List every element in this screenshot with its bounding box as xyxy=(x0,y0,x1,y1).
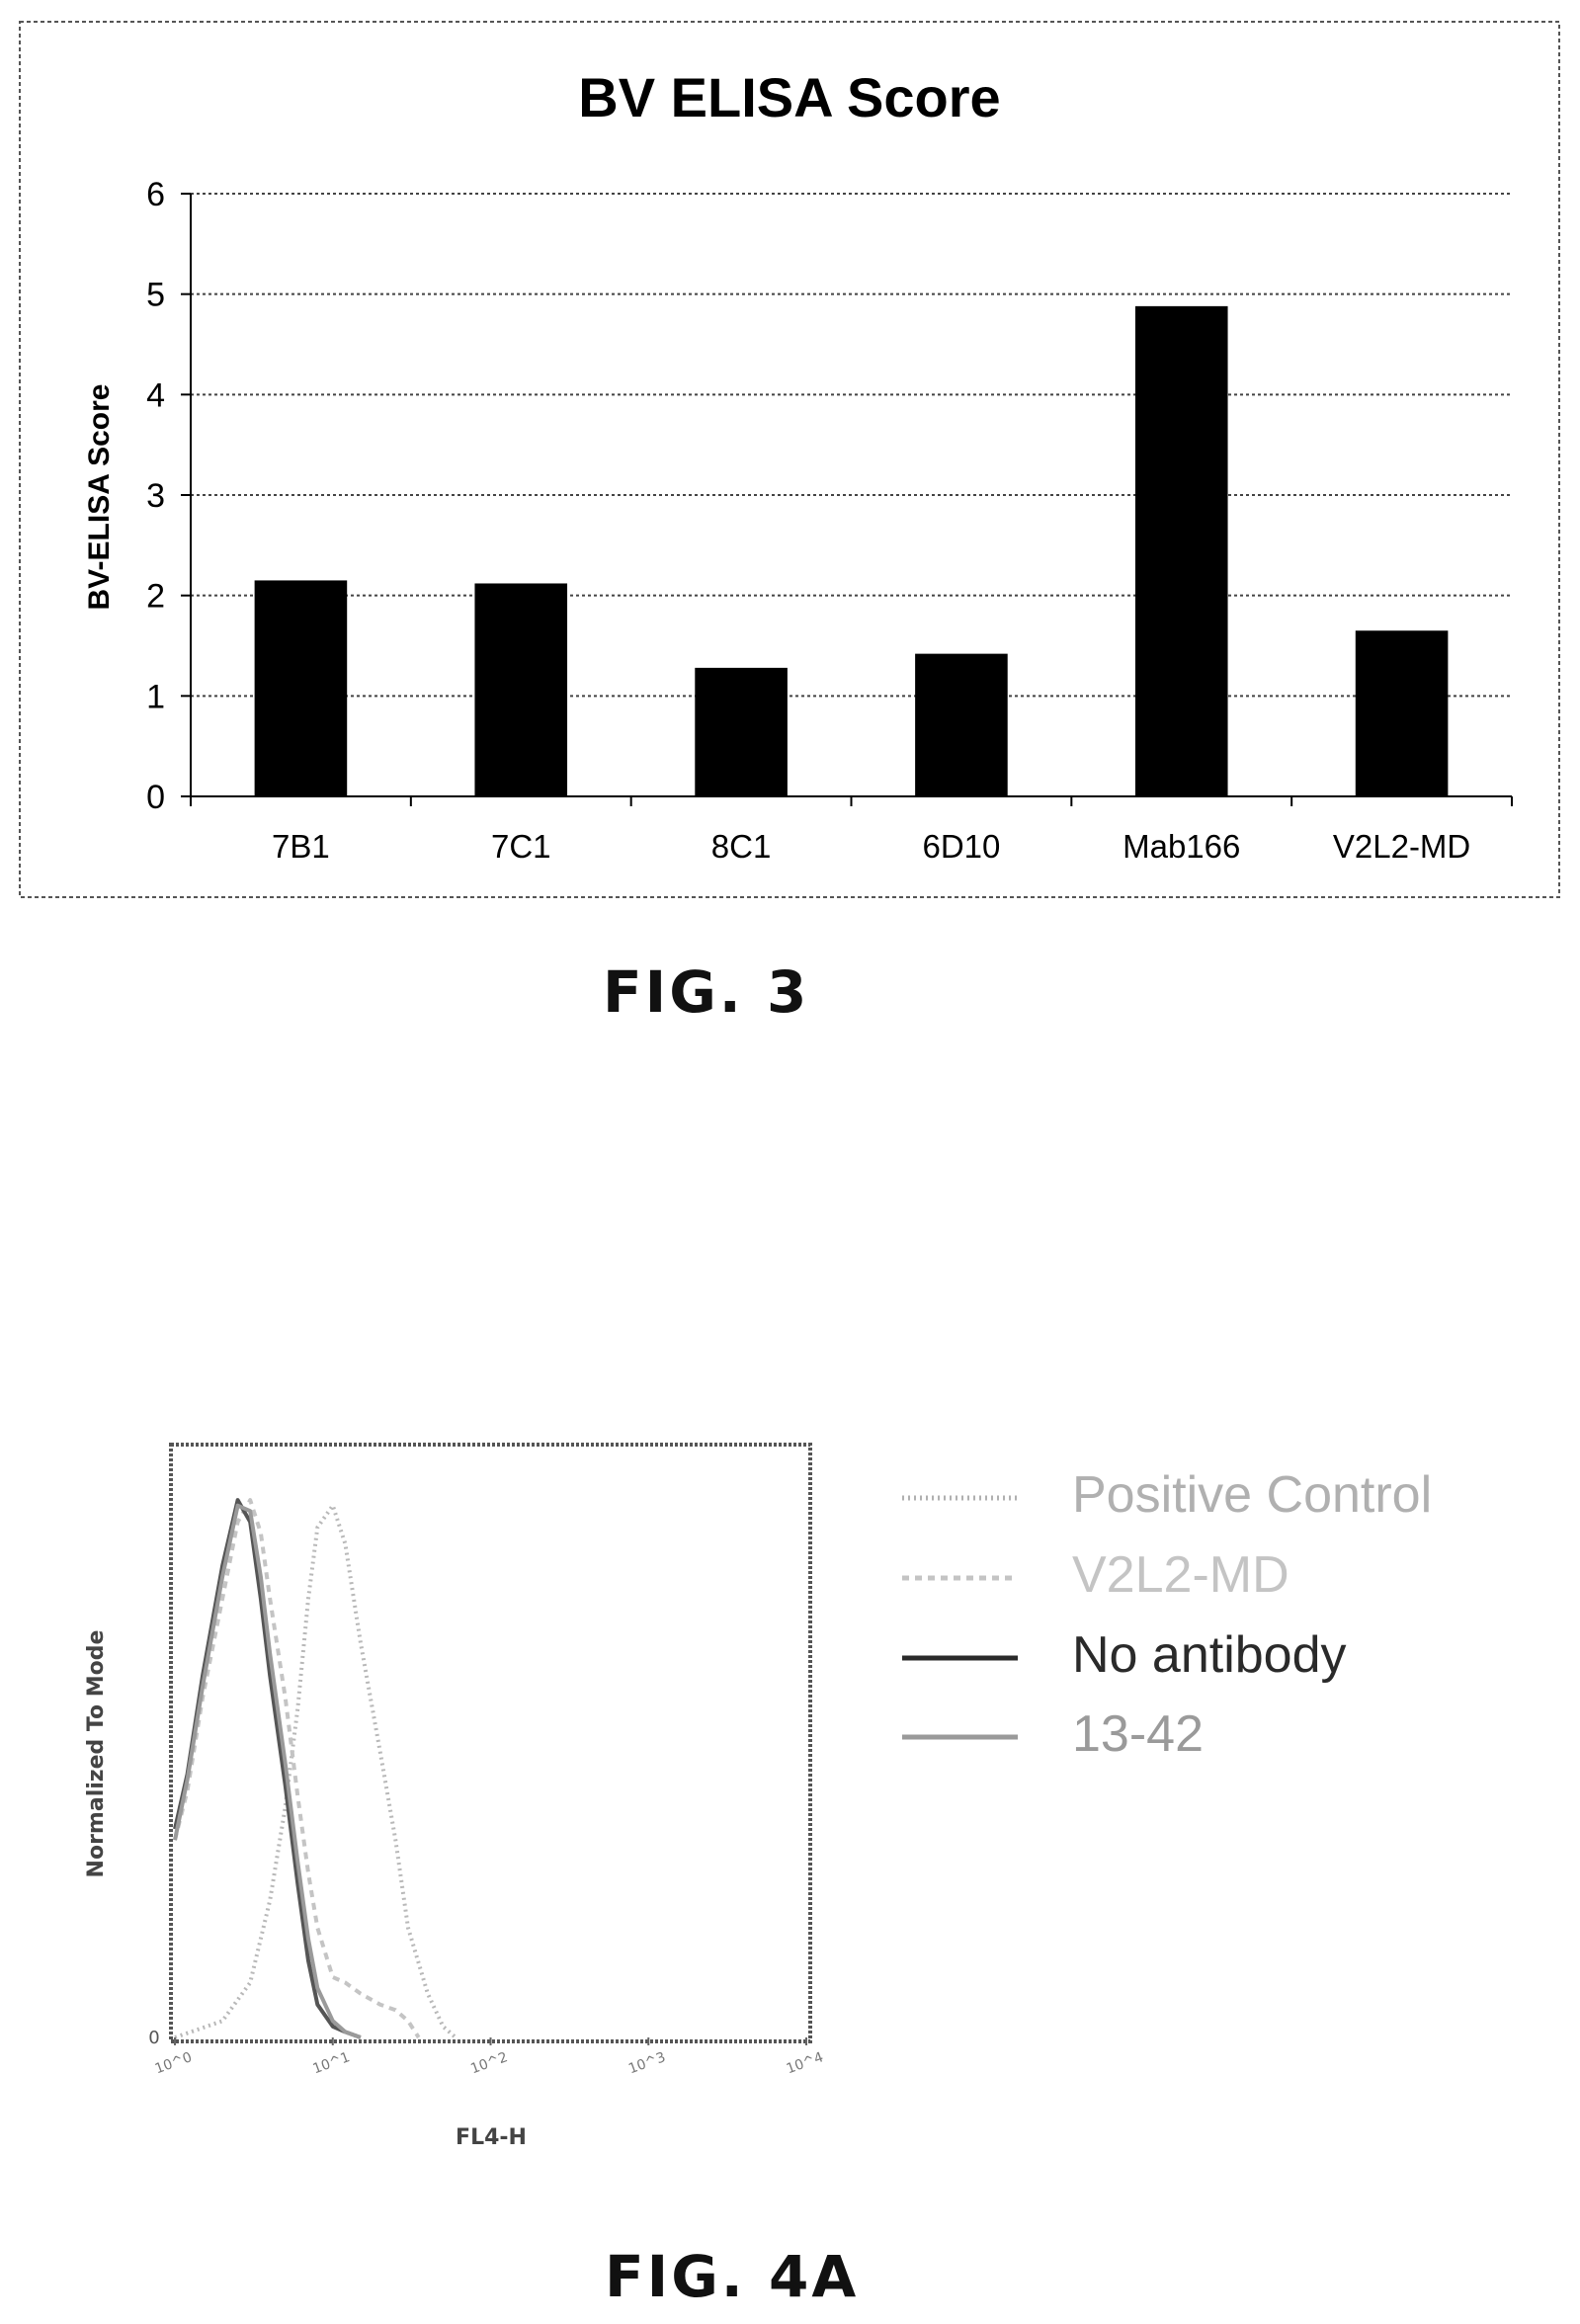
fig4a-y-axis-label: Normalized To Mode xyxy=(84,1630,109,1878)
fig3-x-ticks: 7B1 7C1 8C1 6D10 Mab166 V2L2-MD xyxy=(190,796,1513,865)
fig4a-series-no-antibody xyxy=(173,1498,362,2039)
fig3-caption: FIG. 3 xyxy=(603,958,810,1026)
fig4a-legend-label: 13-42 xyxy=(1072,1705,1204,1763)
fig4a-x-tick-label: 10^2 xyxy=(468,2049,510,2077)
fig4a-curves xyxy=(173,1498,457,2039)
fig3-x-tick-label: 6D10 xyxy=(922,828,1000,865)
fig4a-legend: Positive Control V2L2-MD No antibody 13-42 xyxy=(902,1466,1432,1763)
fig3-chart-title: BV ELISA Score xyxy=(578,66,1000,128)
fig3-bar-8C1 xyxy=(695,667,788,796)
fig4a-legend-label: Positive Control xyxy=(1072,1466,1432,1524)
fig3-chart: BV ELISA Score BV-ELISA Score 0 1 2 3 4 5 6 7B… xyxy=(19,21,1560,898)
fig4a-legend-label: V2L2-MD xyxy=(1072,1546,1289,1604)
fig3-y-tick-label: 0 xyxy=(146,779,165,816)
fig3-y-tick-label: 3 xyxy=(146,477,165,515)
fig3-x-tick-label: 7B1 xyxy=(272,828,330,865)
fig3-y-tick-label: 4 xyxy=(146,376,165,414)
fig3-bar-Mab166 xyxy=(1134,305,1228,796)
fig3-y-tick-label: 2 xyxy=(146,578,165,616)
fig4a-y-zero-tick: 0 xyxy=(148,2028,159,2048)
fig3-y-tick-label: 5 xyxy=(146,277,165,314)
fig3-x-tick-label: Mab166 xyxy=(1123,828,1240,865)
fig4a-x-tick-label: 10^1 xyxy=(311,2049,353,2077)
fig4a-plot-frame xyxy=(169,1443,812,2043)
fig3-bar-6D10 xyxy=(915,653,1008,796)
fig4a-caption: FIG. 4A xyxy=(605,2243,860,2310)
fig4a-x-tick-label: 10^3 xyxy=(626,2049,668,2077)
fig3-gridlines xyxy=(191,193,1512,698)
fig3-bars xyxy=(254,305,1449,796)
fig3-bar-V2L2-MD xyxy=(1355,630,1449,796)
fig4a-x-tick-label: 10^0 xyxy=(153,2049,195,2077)
fig3-y-tick-label: 1 xyxy=(146,678,165,715)
fig3-y-ticks: 0 1 2 3 4 5 6 xyxy=(146,176,191,816)
fig3-y-axis-label: BV-ELISA Score xyxy=(83,384,116,611)
fig4a-x-axis-label: FL4-H xyxy=(456,2125,527,2150)
fig4a-x-tick-label: 10^4 xyxy=(785,2049,826,2077)
fig3-y-tick-label: 6 xyxy=(146,176,165,213)
fig4a-legend-label: No antibody xyxy=(1072,1626,1347,1684)
fig3-x-tick-label: 7C1 xyxy=(491,828,551,865)
fig3-chart-frame xyxy=(19,21,1560,898)
fig4a-series-13-42 xyxy=(173,1503,362,2039)
fig3-x-tick-label: 8C1 xyxy=(711,828,772,865)
fig3-bar-7C1 xyxy=(474,583,568,796)
fig4a-series-v2l2-md xyxy=(173,1498,421,2039)
fig3-bar-7B1 xyxy=(254,580,348,796)
fig3-x-tick-label: V2L2-MD xyxy=(1333,828,1470,865)
fig4a-x-ticks: 10^0 10^1 10^2 10^3 10^4 xyxy=(153,2037,826,2077)
